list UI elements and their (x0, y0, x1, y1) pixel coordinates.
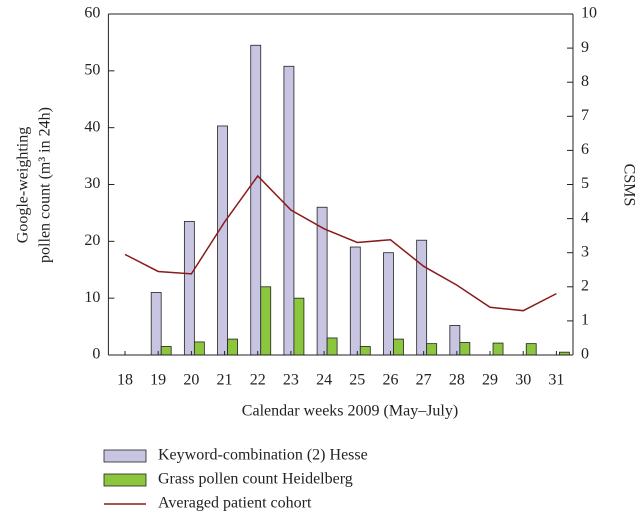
bar (525, 343, 537, 356)
bar (193, 341, 205, 356)
y2-tick-label: 9 (581, 39, 589, 56)
y-axis-label: pollen count (m³ in 24h) (37, 107, 54, 263)
bar (160, 346, 172, 356)
bar (293, 297, 305, 356)
x-tick-label: 24 (316, 372, 332, 389)
y2-tick-label: 1 (581, 312, 589, 329)
y2-tick-label: 3 (581, 243, 589, 260)
bar (349, 246, 361, 356)
x-tick-label: 28 (449, 372, 465, 389)
legend-swatch (103, 473, 147, 487)
legend-label: Averaged patient cohort (158, 495, 312, 512)
legend-label: Keyword-combination (2) Hesse (158, 447, 368, 464)
y2-tick-label: 2 (581, 277, 589, 294)
x-tick-label: 26 (382, 372, 398, 389)
bar (217, 125, 228, 356)
bar (326, 337, 338, 356)
x-tick-label: 27 (416, 372, 432, 389)
bar (449, 325, 461, 356)
y2-tick-label: 5 (581, 175, 589, 192)
y-tick-label: 40 (84, 118, 100, 135)
y-tick-label: 0 (92, 346, 100, 363)
x-axis-label: Calendar weeks 2009 (May–July) (242, 403, 458, 420)
line (124, 174, 557, 312)
bar (383, 252, 394, 356)
y-tick-label: 50 (84, 62, 100, 79)
y2-tick-label: 7 (581, 107, 589, 124)
y2-tick-label: 0 (581, 346, 589, 363)
x-tick-label: 19 (150, 372, 166, 389)
bar (260, 286, 272, 356)
x-tick-label: 29 (482, 372, 498, 389)
x-tick-label: 25 (349, 372, 365, 389)
y2-tick-label: 8 (581, 73, 589, 90)
bar (250, 44, 262, 356)
y2-tick-label: 6 (581, 141, 589, 158)
y-tick-label: 20 (84, 232, 100, 249)
x-tick-label: 18 (117, 372, 133, 389)
bar (393, 338, 404, 356)
x-tick-label: 23 (283, 372, 299, 389)
y2-axis-label: CSMS (620, 164, 635, 207)
bar (416, 239, 428, 356)
y-tick-label: 10 (84, 289, 100, 306)
bar (227, 338, 238, 356)
legend-label: Grass pollen count Heidelberg (158, 471, 353, 488)
bar (359, 346, 371, 356)
y-tick-label: 60 (84, 5, 100, 22)
bar (183, 221, 195, 356)
y2-tick-label: 10 (581, 5, 597, 22)
bar (426, 343, 438, 356)
legend-swatch (103, 449, 147, 463)
bar (492, 342, 504, 356)
y2-tick-label: 4 (581, 209, 589, 226)
bar (459, 342, 471, 356)
y-axis-label: Google-weighting (15, 127, 32, 243)
bar (150, 292, 162, 356)
x-tick-label: 30 (515, 372, 531, 389)
y-tick-label: 30 (84, 175, 100, 192)
x-tick-label: 22 (250, 372, 266, 389)
x-tick-label: 31 (548, 372, 564, 389)
x-tick-label: 20 (183, 372, 199, 389)
x-tick-label: 21 (217, 372, 233, 389)
